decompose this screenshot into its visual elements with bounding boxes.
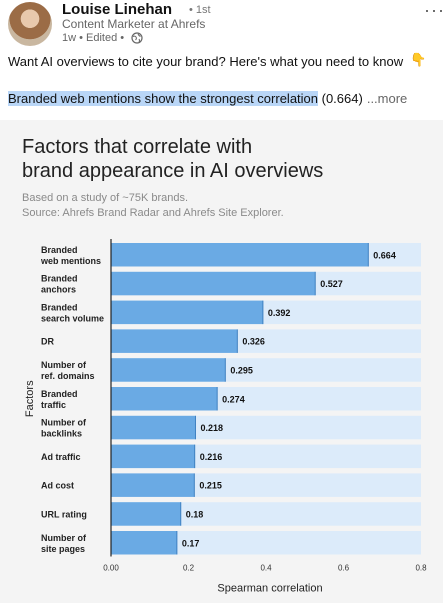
category-label: Branded <box>41 389 78 399</box>
chart-subtitle: Based on a study of ~75K brands. Source:… <box>22 191 422 221</box>
bar <box>111 387 218 411</box>
x-axis-label: Spearman correlation <box>217 583 322 595</box>
chart-subtitle-line1: Based on a study of ~75K brands. <box>22 192 189 204</box>
bar-track <box>111 502 421 526</box>
category-label: web mentions <box>40 256 101 266</box>
value-label: 0.392 <box>268 308 291 318</box>
value-label: 0.274 <box>222 394 245 404</box>
post-text-line2: Branded web mentions show the strongest … <box>8 91 407 106</box>
category-label: search volume <box>41 313 104 323</box>
value-label: 0.664 <box>373 250 396 260</box>
category-label: Branded <box>41 274 78 284</box>
correlation-value: (0.664) <box>318 91 363 106</box>
bar <box>111 502 181 526</box>
bar <box>111 300 263 325</box>
chart-title-line1: Factors that correlate with <box>22 136 253 158</box>
value-label: 0.17 <box>182 538 200 548</box>
bar <box>111 243 369 267</box>
x-tick-label: 0.00 <box>103 564 119 573</box>
category-label: site pages <box>41 544 85 554</box>
chart-title-line2: brand appearance in AI overviews <box>22 160 324 182</box>
bar <box>111 531 177 555</box>
value-label: 0.218 <box>200 423 223 433</box>
category-label: ref. domains <box>41 371 95 381</box>
chart-subtitle-line2: Source: Ahrefs Brand Radar and Ahrefs Si… <box>22 207 284 219</box>
post-meta: 1w • Edited • <box>62 32 125 44</box>
bar <box>111 444 195 469</box>
category-label: anchors <box>41 285 76 295</box>
category-label: traffic <box>41 400 66 410</box>
category-label: Branded <box>41 245 78 255</box>
category-label: Ad cost <box>41 481 74 491</box>
post-text: Want AI overviews to cite your brand? He… <box>8 54 404 69</box>
x-tick-label: 0.2 <box>183 564 195 573</box>
author-name[interactable]: Louise Linehan <box>62 1 173 18</box>
bar <box>111 415 196 440</box>
category-label: Number of <box>41 533 87 543</box>
bar <box>111 358 226 382</box>
connection-degree: • 1st <box>189 4 211 16</box>
globe-icon <box>131 32 143 44</box>
post-header: Louise Linehan • 1st Content Marketer at… <box>0 0 443 48</box>
bar <box>111 271 316 296</box>
value-label: 0.215 <box>199 481 222 491</box>
category-label: Branded <box>41 302 78 312</box>
avatar[interactable] <box>8 2 52 46</box>
value-label: 0.18 <box>186 509 204 519</box>
category-label: DR <box>41 337 54 347</box>
category-label: Number of <box>41 418 87 428</box>
category-label: Ad traffic <box>41 452 81 462</box>
bar <box>111 473 195 497</box>
x-tick-label: 0.6 <box>338 564 350 573</box>
y-axis-label: Factors <box>24 380 36 417</box>
author-headline: Content Marketer at Ahrefs <box>62 17 206 31</box>
value-label: 0.295 <box>230 365 253 375</box>
category-label: backlinks <box>41 429 82 439</box>
value-label: 0.216 <box>200 452 223 462</box>
x-tick-label: 0.4 <box>260 564 272 573</box>
bar-track <box>111 531 421 555</box>
bar <box>111 329 238 353</box>
more-options-icon[interactable]: ··· <box>424 0 443 20</box>
chart-title: Factors that correlate with brand appear… <box>22 135 422 183</box>
pointing-down-emoji: 👇 <box>410 52 427 67</box>
value-label: 0.527 <box>320 279 343 289</box>
category-label: Number of <box>41 360 87 370</box>
see-more-link[interactable]: ...more <box>366 91 408 106</box>
x-tick-label: 0.8 <box>415 564 427 573</box>
value-label: 0.326 <box>242 337 265 347</box>
highlighted-text: Branded web mentions show the strongest … <box>8 91 319 106</box>
category-label: URL rating <box>41 509 87 519</box>
